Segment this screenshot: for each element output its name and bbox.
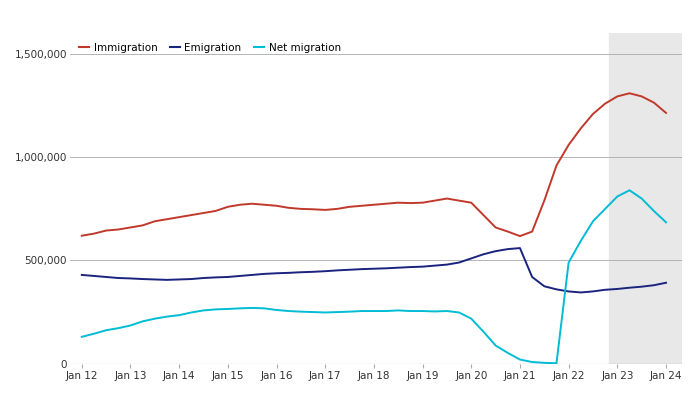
Bar xyxy=(609,33,692,364)
Legend: Immigration, Emigration, Net migration: Immigration, Emigration, Net migration xyxy=(74,38,345,57)
